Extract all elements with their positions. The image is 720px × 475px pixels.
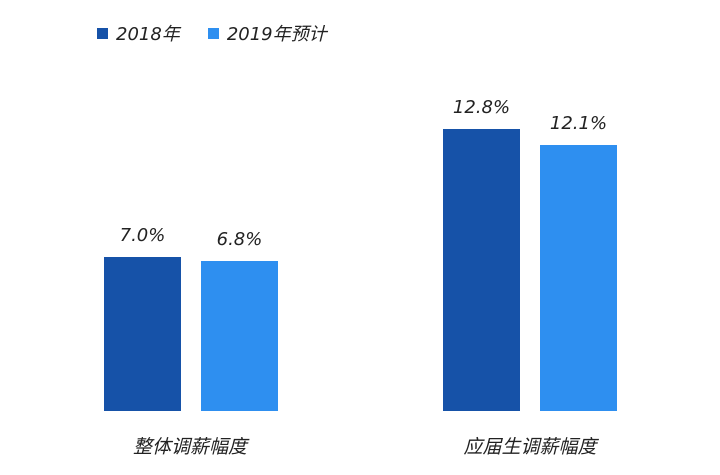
value-label-1-1: 12.1% xyxy=(549,112,608,134)
legend-swatch-2018 xyxy=(97,27,108,39)
bar-0-0 xyxy=(104,257,181,411)
value-label-0-1: 6.8% xyxy=(216,229,263,251)
bar-0-1 xyxy=(201,261,278,411)
value-label-0-0: 7.0% xyxy=(119,225,166,246)
legend-label-2019: 2019年预计 xyxy=(226,24,327,45)
bar-1-0 xyxy=(443,129,520,411)
bar-1-1 xyxy=(540,144,617,411)
category-label-graduates: 应届生调薪幅度 xyxy=(463,436,597,458)
category-label-overall: 整体调薪幅度 xyxy=(132,436,247,458)
legend-item-2018: 2018年 xyxy=(97,20,180,46)
chart-legend: 2018年 2019年预计 xyxy=(97,20,355,46)
legend-item-2019: 2019年预计 xyxy=(207,20,327,46)
legend-label-2018: 2018年 xyxy=(116,24,180,45)
legend-swatch-2019 xyxy=(207,27,219,39)
value-label-1-0: 12.8% xyxy=(452,97,511,119)
